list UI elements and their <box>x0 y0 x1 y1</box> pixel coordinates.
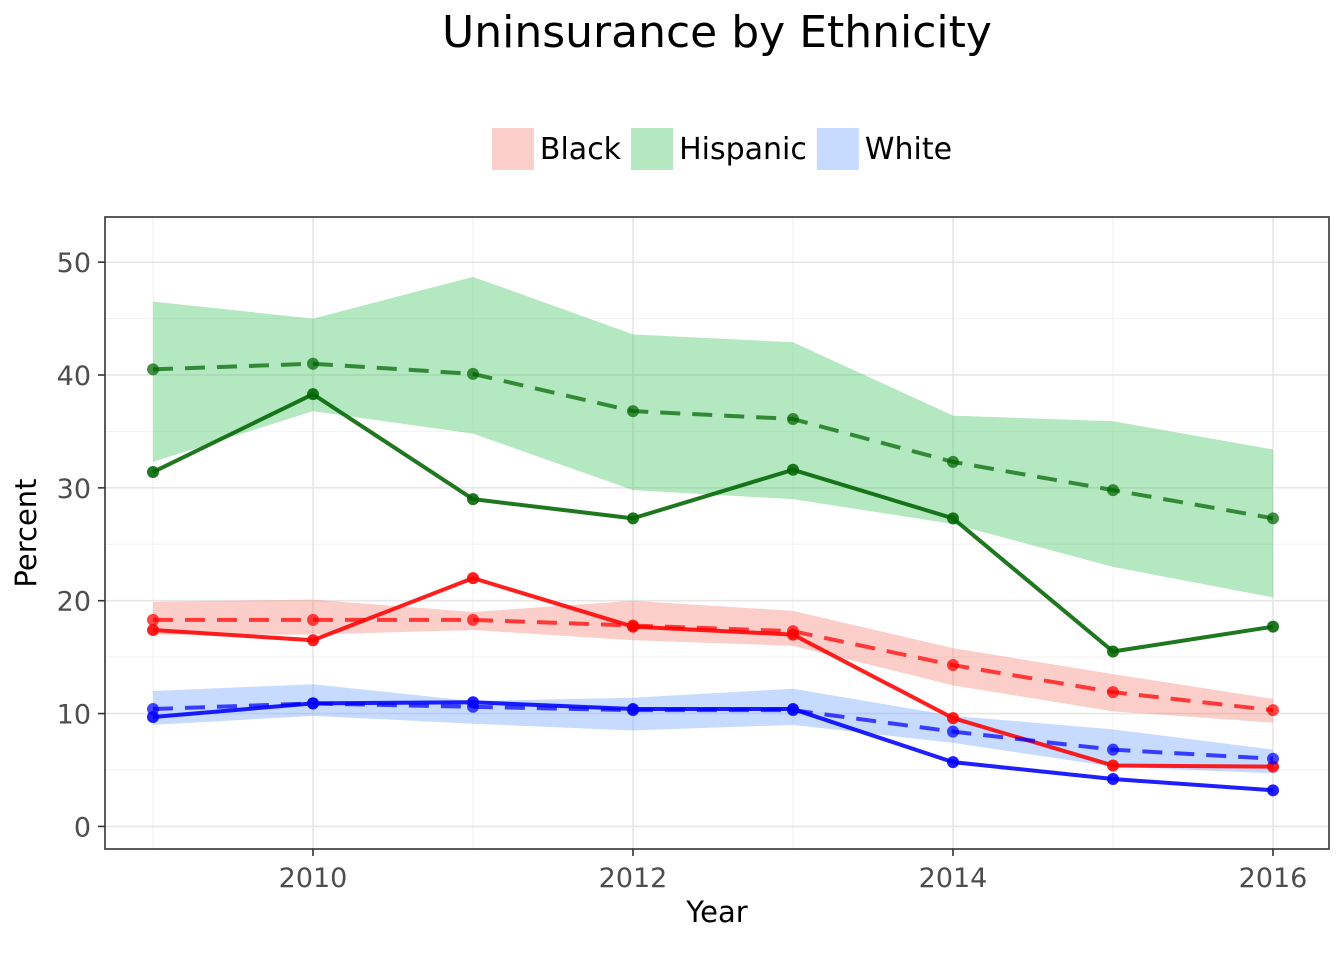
chart-title: Uninsurance by Ethnicity <box>442 7 992 58</box>
hispanic-dashed-point <box>1107 484 1119 497</box>
hispanic-solid-line <box>152 392 1274 654</box>
hispanic-dashed-point <box>307 357 319 370</box>
black-solid-point <box>787 628 799 641</box>
legend-item-black: Black <box>491 128 622 170</box>
white-solid-point <box>627 703 639 716</box>
y-axis-title: Percent <box>9 478 43 587</box>
series-points <box>147 357 1279 797</box>
y-axis-ticks: 0 10 20 30 40 50 <box>57 248 105 843</box>
white-solid-point <box>1267 784 1279 797</box>
white-dashed-point <box>1267 752 1279 765</box>
hispanic-solid-point <box>1267 620 1279 633</box>
hispanic-solid-point <box>947 512 959 525</box>
y-tick-label: 0 <box>74 812 91 843</box>
black-solid-point <box>467 572 479 585</box>
hispanic-dashed-point <box>467 367 479 380</box>
black-dashed-point <box>307 613 319 626</box>
gridlines <box>105 217 1329 849</box>
hispanic-band <box>153 276 1273 598</box>
legend-label-black: Black <box>540 132 622 167</box>
white-solid-point <box>1107 773 1119 786</box>
black-solid-point <box>307 634 319 647</box>
x-tick-label: 2010 <box>279 863 348 894</box>
white-solid-point <box>147 710 159 723</box>
x-axis-title: Year <box>685 895 747 929</box>
plot-border <box>104 216 1330 850</box>
black-dashed-point <box>467 613 479 626</box>
white-solid-point <box>467 696 479 709</box>
black-dashed-point <box>1107 686 1119 699</box>
confidence-bands <box>153 276 1273 774</box>
legend-key-hispanic <box>631 128 674 170</box>
series-lines <box>152 361 1274 793</box>
hispanic-solid-point <box>627 512 639 525</box>
black-dashed-point <box>947 659 959 672</box>
white-dashed-point <box>1107 743 1119 756</box>
white-solid-point <box>947 756 959 769</box>
hispanic-solid-point <box>467 493 479 506</box>
white-band <box>153 684 1273 774</box>
hispanic-solid-point <box>1107 645 1119 658</box>
legend-item-hispanic: Hispanic <box>631 128 807 170</box>
y-tick-label: 40 <box>57 361 91 392</box>
black-dashed-point <box>1267 704 1279 717</box>
black-dashed-point <box>147 613 159 626</box>
x-tick-label: 2014 <box>919 863 988 894</box>
black-solid-line <box>152 576 1274 769</box>
legend-item-white: White <box>816 128 952 170</box>
black-band <box>153 599 1273 723</box>
legend-key-black <box>491 128 534 170</box>
hispanic-dashed-point <box>1267 512 1279 525</box>
hispanic-dashed-point <box>787 413 799 426</box>
legend-label-hispanic: Hispanic <box>679 132 807 167</box>
hispanic-solid-point <box>307 388 319 401</box>
hispanic-dashed-point <box>947 455 959 468</box>
black-solid-point <box>947 712 959 725</box>
hispanic-solid-point <box>787 463 799 476</box>
white-solid-point <box>787 703 799 716</box>
legend-key-white <box>816 128 859 170</box>
white-solid-point <box>307 697 319 710</box>
y-tick-label: 50 <box>57 248 91 279</box>
black-solid-point <box>1107 759 1119 772</box>
x-tick-label: 2016 <box>1239 863 1308 894</box>
x-axis-ticks: 2010 2012 2014 2016 <box>279 849 1308 894</box>
hispanic-dashed-point <box>627 405 639 418</box>
legend: Black Hispanic White <box>491 128 952 170</box>
white-solid-line <box>152 700 1274 793</box>
black-solid-point <box>147 624 159 637</box>
hispanic-dashed-line <box>152 361 1274 521</box>
x-tick-label: 2012 <box>599 863 668 894</box>
legend-label-white: White <box>865 132 952 167</box>
hispanic-dashed-point <box>147 363 159 376</box>
y-tick-label: 30 <box>57 474 91 505</box>
black-dashed-line <box>153 617 1274 713</box>
white-dashed-point <box>947 725 959 738</box>
y-tick-label: 20 <box>57 587 91 618</box>
black-solid-point <box>627 620 639 633</box>
y-tick-label: 10 <box>57 700 91 731</box>
hispanic-solid-point <box>147 466 159 479</box>
